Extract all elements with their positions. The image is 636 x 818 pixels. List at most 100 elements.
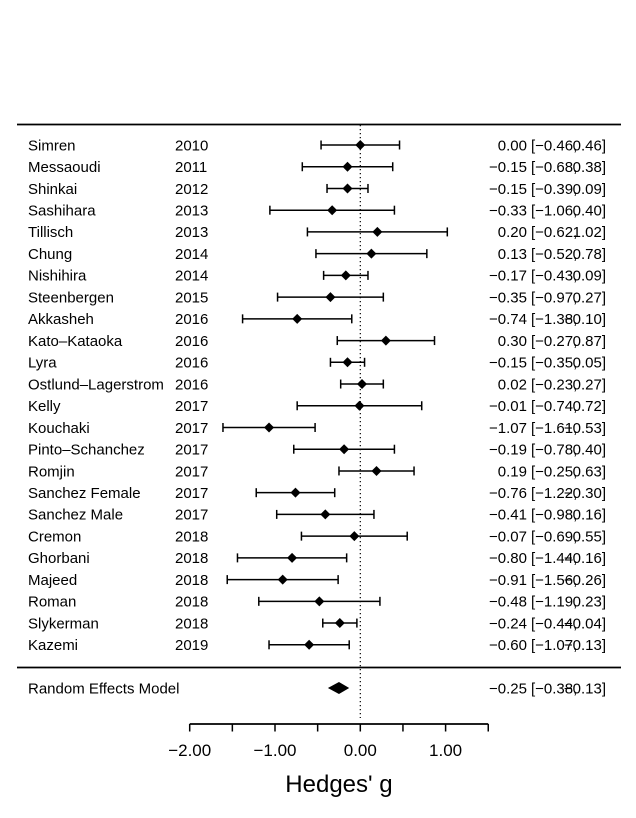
- estimate-value: −0.17: [489, 268, 527, 285]
- study-year: 2012: [175, 181, 208, 198]
- estimate-value: −0.80: [489, 550, 527, 567]
- ci-upper-value: 1.02]: [573, 224, 606, 241]
- study-year: 2018: [175, 572, 208, 589]
- effect-point-diamond: [314, 596, 325, 607]
- ci-lower-value: [−0.25,: [531, 463, 577, 480]
- ci-lower-value: [−0.27,: [531, 333, 577, 350]
- ci-lower-value: [−1.22,: [531, 485, 577, 502]
- effect-point-diamond: [327, 205, 338, 216]
- study-label: Majeed: [28, 572, 77, 589]
- x-axis-tick-label: 0.00: [344, 741, 377, 760]
- effect-point-diamond: [366, 248, 377, 259]
- effect-point-diamond: [277, 574, 288, 585]
- study-year: 2014: [175, 268, 208, 285]
- study-label: Steenbergen: [28, 289, 114, 306]
- ci-upper-value: 0.78]: [573, 246, 606, 263]
- effect-point-diamond: [342, 161, 353, 172]
- ci-upper-value: −0.13]: [564, 637, 606, 654]
- study-year: 2018: [175, 594, 208, 611]
- estimate-value: −0.76: [489, 485, 527, 502]
- estimate-value: −0.48: [489, 594, 527, 611]
- summary-ci-lower-value: [−0.38,: [531, 680, 577, 697]
- estimate-value: −0.15: [489, 181, 527, 198]
- summary-ci-upper-value: −0.13]: [564, 680, 606, 697]
- estimate-value: 0.19: [498, 463, 527, 480]
- ci-upper-value: 0.40]: [573, 442, 606, 459]
- study-year: 2017: [175, 442, 208, 459]
- study-label: Romjin: [28, 463, 75, 480]
- x-axis-tick-label: 1.00: [429, 741, 462, 760]
- estimate-value: 0.02: [498, 376, 527, 393]
- ci-upper-value: 0.46]: [573, 137, 606, 154]
- estimate-value: −0.74: [489, 311, 527, 328]
- ci-lower-value: [−1.44,: [531, 550, 577, 567]
- study-year: 2018: [175, 528, 208, 545]
- study-label: Kouchaki: [28, 420, 90, 437]
- study-year: 2016: [175, 376, 208, 393]
- x-axis-title: Hedges' g: [285, 771, 392, 798]
- estimate-value: −0.35: [489, 289, 527, 306]
- effect-point-diamond: [355, 140, 366, 150]
- effect-point-diamond: [354, 400, 365, 411]
- ci-lower-value: [−1.61,: [531, 420, 577, 437]
- ci-lower-value: [−0.43,: [531, 268, 577, 285]
- study-label: Ostlund–Lagerstrom: [28, 376, 164, 393]
- study-label: Sanchez Male: [28, 507, 123, 524]
- ci-lower-value: [−0.44,: [531, 615, 577, 632]
- ci-lower-value: [−0.78,: [531, 442, 577, 459]
- ci-upper-value: −0.16]: [564, 550, 606, 567]
- ci-lower-value: [−0.52,: [531, 246, 577, 263]
- summary-estimate-value: −0.25: [489, 680, 527, 697]
- study-year: 2016: [175, 311, 208, 328]
- study-label: Sanchez Female: [28, 485, 141, 502]
- estimate-value: −0.15: [489, 355, 527, 372]
- estimate-value: −0.01: [489, 398, 527, 415]
- study-label: Nishihira: [28, 268, 87, 285]
- estimate-value: −0.24: [489, 615, 527, 632]
- ci-upper-value: 0.16]: [573, 507, 606, 524]
- x-axis-tick-label: −2.00: [168, 741, 211, 760]
- effect-point-diamond: [287, 552, 298, 563]
- study-year: 2018: [175, 615, 208, 632]
- effect-point-diamond: [304, 639, 315, 650]
- study-label: Cremon: [28, 528, 81, 545]
- ci-lower-value: [−0.39,: [531, 181, 577, 198]
- ci-upper-value: −0.26]: [564, 572, 606, 589]
- study-year: 2017: [175, 485, 208, 502]
- study-year: 2016: [175, 333, 208, 350]
- summary-diamond: [327, 682, 350, 694]
- estimate-value: 0.13: [498, 246, 527, 263]
- study-year: 2010: [175, 137, 208, 154]
- study-year: 2019: [175, 637, 208, 654]
- study-label: Akkasheh: [28, 311, 94, 328]
- study-label: Slykerman: [28, 615, 99, 632]
- study-label: Shinkai: [28, 181, 77, 198]
- ci-upper-value: −0.53]: [564, 420, 606, 437]
- ci-lower-value: [−0.74,: [531, 398, 577, 415]
- effect-point-diamond: [342, 357, 353, 368]
- ci-upper-value: −0.30]: [564, 485, 606, 502]
- ci-lower-value: [−1.07,: [531, 637, 577, 654]
- study-label: Lyra: [28, 355, 57, 372]
- study-label: Kelly: [28, 398, 61, 415]
- ci-lower-value: [−1.06,: [531, 202, 577, 219]
- study-year: 2017: [175, 507, 208, 524]
- study-label: Simren: [28, 137, 76, 154]
- ci-upper-value: −0.10]: [564, 311, 606, 328]
- ci-upper-value: 0.09]: [573, 268, 606, 285]
- study-label: Chung: [28, 246, 72, 263]
- estimate-value: −0.07: [489, 528, 527, 545]
- estimate-value: −0.91: [489, 572, 527, 589]
- ci-lower-value: [−0.23,: [531, 376, 577, 393]
- ci-upper-value: −0.04]: [564, 615, 606, 632]
- summary-label: Random Effects Model: [28, 680, 179, 697]
- effect-point-diamond: [380, 335, 391, 346]
- effect-point-diamond: [292, 313, 303, 324]
- ci-lower-value: [−0.35,: [531, 355, 577, 372]
- study-label: Roman: [28, 594, 76, 611]
- ci-upper-value: 0.27]: [573, 289, 606, 306]
- study-label: Messaoudi: [28, 159, 101, 176]
- study-year: 2015: [175, 289, 208, 306]
